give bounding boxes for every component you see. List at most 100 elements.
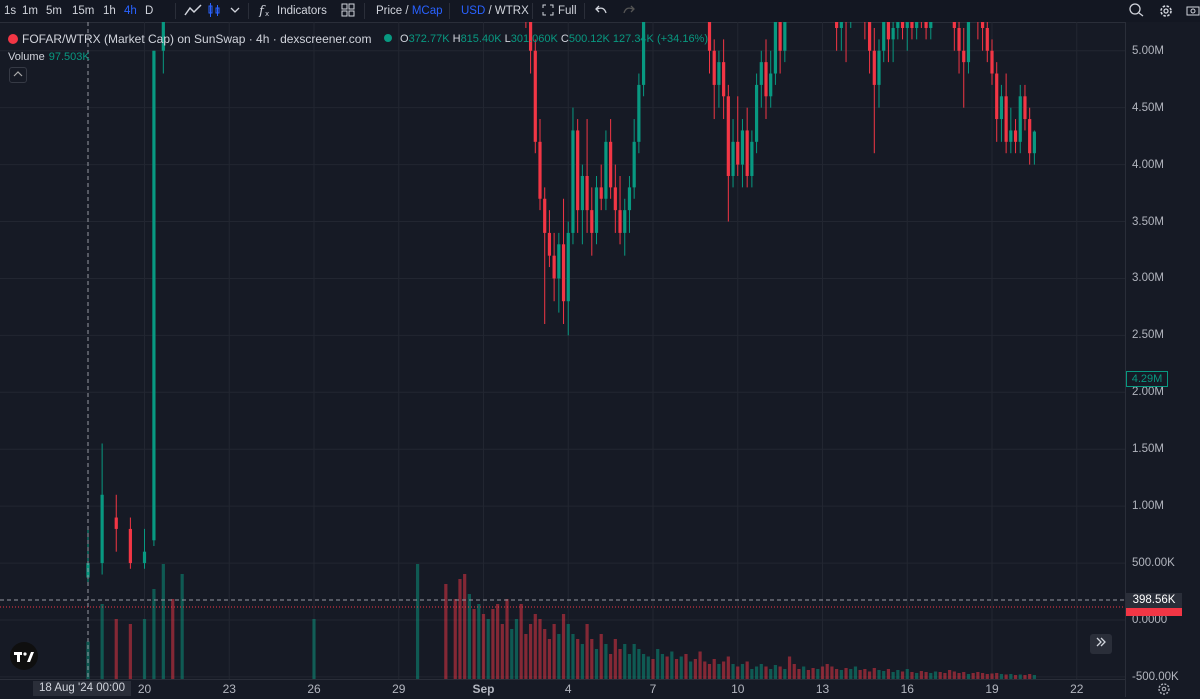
time-tick-label: 4 — [564, 682, 572, 696]
close-label: C — [560, 33, 569, 45]
volume-bar — [585, 624, 589, 679]
volume-bar — [665, 656, 669, 679]
candle-body — [142, 551, 147, 564]
interval-d[interactable]: D — [145, 5, 154, 17]
volume-bar — [830, 666, 834, 679]
scroll-to-realtime-button[interactable] — [1090, 634, 1112, 654]
volume-bar — [999, 674, 1004, 679]
candle-body — [736, 141, 740, 165]
candle-body — [1018, 96, 1022, 142]
volume-bar — [717, 664, 721, 679]
volume-bar — [929, 673, 933, 679]
interval-5m[interactable]: 5m — [46, 5, 62, 17]
volume-bar — [670, 651, 674, 679]
candle-body — [552, 255, 556, 279]
candle-body — [609, 141, 613, 188]
candle-body — [1004, 96, 1008, 142]
undo-icon[interactable] — [594, 3, 608, 19]
axis-settings-icon[interactable] — [1157, 682, 1171, 699]
redo-icon[interactable] — [622, 3, 636, 19]
candle-body — [712, 50, 716, 85]
price-tick-label: -500.00K — [1132, 670, 1179, 683]
interval-15m[interactable]: 15m — [72, 5, 95, 17]
volume-bar — [519, 604, 523, 679]
settings-gear-icon[interactable] — [1158, 3, 1174, 19]
volume-bar — [660, 654, 665, 679]
price-tick-label: 4.50M — [1132, 101, 1164, 114]
volume-bar — [656, 649, 660, 679]
volume-bar — [491, 609, 495, 679]
camera-icon[interactable] — [1186, 3, 1200, 19]
candle-body — [533, 50, 537, 142]
tradingview-logo-mark — [14, 651, 34, 662]
candle-body — [1032, 131, 1036, 154]
crosshair-price-label: 398.56K — [1126, 593, 1182, 608]
candle-body — [867, 22, 872, 51]
volume-bar — [458, 579, 462, 679]
candle-body — [161, 22, 165, 51]
price-chart[interactable] — [0, 22, 1125, 679]
time-tick-label: 19 — [985, 682, 999, 696]
volume-bar — [797, 669, 801, 679]
candle-body — [778, 22, 782, 51]
volume-bar — [877, 670, 881, 679]
indicators-button[interactable]: Indicators — [277, 5, 327, 17]
volume-bar — [783, 669, 787, 679]
interval-1m[interactable]: 1m — [22, 5, 38, 17]
line-tool-icon[interactable] — [184, 3, 202, 19]
volume-bar — [853, 666, 858, 679]
candle-body — [604, 141, 608, 199]
candle-body — [839, 22, 843, 28]
volume-bar — [990, 673, 994, 679]
candle-body — [632, 141, 636, 188]
price-axis[interactable]: 10.00M9.50M9.00M8.50M8.00M7.50M7.00M6.50… — [1125, 22, 1200, 697]
time-tick-label: 16 — [900, 682, 914, 696]
volume-legend: Volume 97.503K — [8, 51, 90, 63]
price-mcap-toggle[interactable]: Price / MCap — [376, 3, 443, 19]
volume-bar — [759, 664, 763, 679]
usd-label: USD — [461, 5, 486, 17]
fullscreen-icon[interactable] — [542, 3, 554, 19]
candle-body — [980, 22, 985, 28]
symbol-title[interactable]: FOFAR/WTRX (Market Cap) on SunSwap · 4h … — [22, 32, 372, 46]
candle-body — [561, 244, 566, 302]
candle-body — [590, 210, 594, 233]
candle-body — [613, 187, 617, 211]
candle-body — [731, 141, 735, 176]
volume-bar — [312, 619, 316, 679]
currency-toggle[interactable]: USD / WTRX — [461, 3, 529, 19]
candlestick-series — [86, 22, 1036, 586]
interval-4h[interactable]: 4h — [124, 5, 137, 17]
time-axis[interactable]: 20 23 26 29 Sep 4 7 10 13 16 19 22 — [0, 679, 1125, 698]
candle-body — [750, 141, 754, 176]
volume-bar — [538, 619, 542, 679]
price-tick-label: 0.0000 — [1132, 614, 1168, 626]
interval-1h[interactable]: 1h — [103, 5, 116, 17]
volume-bar — [948, 670, 952, 679]
collapse-legend-button[interactable] — [9, 67, 27, 83]
candles-icon[interactable] — [207, 3, 221, 19]
candle-body — [717, 62, 721, 85]
tradingview-logo[interactable] — [10, 642, 38, 670]
volume-bar — [867, 671, 872, 679]
volume-bar — [703, 661, 707, 679]
volume-bar — [618, 649, 622, 679]
volume-bar — [486, 619, 490, 679]
high-value: 815.40K — [460, 33, 502, 45]
candle-body — [985, 27, 989, 51]
volume-bar — [966, 674, 971, 679]
volume-bar — [684, 654, 688, 679]
volume-bar — [844, 668, 848, 679]
volume-bar — [641, 654, 646, 679]
chevron-down-icon[interactable] — [230, 3, 240, 19]
toolbar-divider — [449, 3, 450, 19]
candle-body — [722, 62, 726, 97]
volume-bar — [835, 669, 839, 679]
interval-1s[interactable]: 1s — [4, 5, 17, 17]
layout-grid-icon[interactable] — [341, 3, 355, 19]
volume-bar — [627, 654, 632, 679]
full-button[interactable]: Full — [558, 5, 577, 17]
volume-bar — [180, 574, 184, 679]
snapshot-search-icon[interactable] — [1129, 3, 1145, 19]
